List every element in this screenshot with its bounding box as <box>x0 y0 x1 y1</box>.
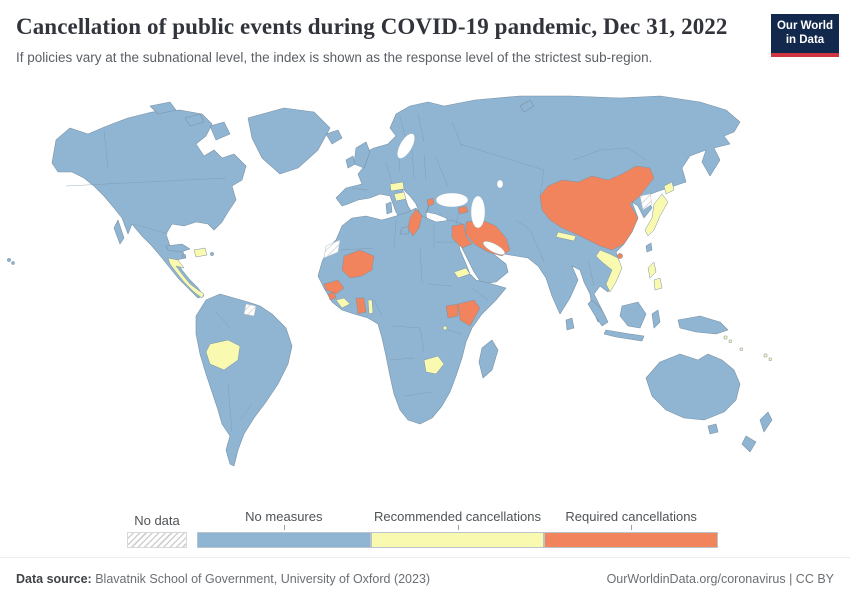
chart-header: Cancellation of public events during COV… <box>0 0 850 88</box>
legend-tick <box>457 525 459 530</box>
country-iceland[interactable] <box>325 129 343 145</box>
region-western-sahara[interactable] <box>323 239 341 259</box>
country-jamaica[interactable] <box>182 254 186 258</box>
country-japan[interactable] <box>644 193 669 237</box>
island-borneo[interactable] <box>619 301 647 329</box>
country-togo[interactable] <box>367 299 374 315</box>
country-uganda[interactable] <box>445 303 459 319</box>
persian-gulf <box>483 241 505 255</box>
country-philippines-south[interactable] <box>653 277 663 291</box>
legend-tick <box>631 525 633 530</box>
legend-label-recommended: Recommended cancellations <box>374 509 541 524</box>
black-sea <box>435 192 469 208</box>
landmass-north-america[interactable] <box>51 109 247 299</box>
data-source-label: Data source: <box>16 572 92 586</box>
landmass-baffin[interactable] <box>209 121 231 141</box>
world-map[interactable] <box>0 88 850 512</box>
country-ireland[interactable] <box>345 155 356 169</box>
country-guyana[interactable] <box>243 303 257 317</box>
country-nepal[interactable] <box>555 231 577 242</box>
landmass-hawaii[interactable] <box>11 261 15 265</box>
country-japan-hokkaido[interactable] <box>663 181 675 195</box>
country-haiti[interactable] <box>193 247 208 258</box>
island-sardinia[interactable] <box>385 201 393 215</box>
country-madagascar[interactable] <box>478 339 499 379</box>
landmass-eurasia[interactable] <box>335 95 741 323</box>
country-kenya[interactable] <box>457 299 481 327</box>
country-fiji[interactable] <box>768 357 772 361</box>
owid-logo-line2: in Data <box>785 34 825 47</box>
country-armenia[interactable] <box>457 205 469 215</box>
baltic-sea <box>397 133 415 159</box>
legend-seg-no-measures[interactable]: No measures <box>197 509 371 548</box>
country-ghana[interactable] <box>355 297 367 315</box>
landmass-arctic-islands[interactable] <box>149 101 177 115</box>
legend-tick <box>283 525 285 530</box>
country-guinea[interactable] <box>323 279 345 295</box>
aral-sea <box>496 179 504 189</box>
country-puerto-rico[interactable] <box>210 252 214 256</box>
data-source: Data source: Blavatnik School of Governm… <box>16 572 430 586</box>
footer-separator: | <box>785 572 796 586</box>
country-new-zealand[interactable] <box>741 435 757 453</box>
island-new-guinea[interactable] <box>677 315 729 335</box>
region-baja-california[interactable] <box>113 219 125 245</box>
island-novaya-zemlya[interactable] <box>519 99 535 113</box>
legend-label-no-measures: No measures <box>245 509 323 524</box>
island-tasmania[interactable] <box>707 423 719 435</box>
island-sicily[interactable] <box>399 225 411 235</box>
country-burundi[interactable] <box>442 325 448 331</box>
footer-links: OurWorldinData.org/coronavirus | CC BY <box>607 572 834 586</box>
country-australia[interactable] <box>645 353 741 421</box>
country-zimbabwe[interactable] <box>423 355 445 375</box>
island-sumatra[interactable] <box>587 299 609 327</box>
country-sri-lanka[interactable] <box>565 317 575 331</box>
country-iraq[interactable] <box>451 223 473 249</box>
country-north-korea[interactable] <box>639 193 653 211</box>
chart-subtitle: If policies vary at the subnational leve… <box>16 50 653 65</box>
island-java[interactable] <box>603 329 645 342</box>
country-solomon-islands[interactable] <box>723 335 728 340</box>
country-north-macedonia[interactable] <box>426 197 435 207</box>
country-bosnia[interactable] <box>393 191 407 202</box>
country-eritrea[interactable] <box>453 267 471 279</box>
island-sulawesi[interactable] <box>651 309 661 329</box>
legend-seg-recommended[interactable]: Recommended cancellations <box>370 509 545 548</box>
region-central-america[interactable] <box>167 257 205 299</box>
country-mali[interactable] <box>341 249 375 279</box>
country-new-zealand[interactable] <box>759 411 773 433</box>
country-vanuatu[interactable] <box>739 347 743 351</box>
legend-color-bar: No measures Recommended cancellations Re… <box>197 509 719 548</box>
map-legend: No data No measures Recommended cancella… <box>0 509 850 553</box>
country-vietnam-laos[interactable] <box>595 249 623 293</box>
caspian-sea <box>470 195 486 229</box>
legend-label-required: Required cancellations <box>565 509 697 524</box>
landmass-hawaii[interactable] <box>7 258 11 262</box>
country-china[interactable] <box>539 165 655 251</box>
legend-no-data-swatch[interactable] <box>127 532 187 548</box>
country-fiji[interactable] <box>763 353 768 358</box>
legend-no-data-label: No data <box>134 513 180 528</box>
country-austria[interactable] <box>389 181 405 192</box>
owid-logo[interactable]: Our World in Data <box>771 14 839 57</box>
country-sierra-leone[interactable] <box>327 291 337 301</box>
country-cuba[interactable] <box>165 243 191 253</box>
landmass-greenland[interactable] <box>247 107 331 175</box>
landmass-south-america[interactable] <box>195 293 293 467</box>
owid-link[interactable]: OurWorldinData.org/coronavirus <box>606 572 786 586</box>
owid-logo-line1: Our World <box>776 20 833 32</box>
country-philippines[interactable] <box>647 261 657 279</box>
chart-footer: Data source: Blavatnik School of Governm… <box>0 557 850 600</box>
landmass-arctic-islands[interactable] <box>184 113 205 127</box>
country-taiwan[interactable] <box>645 242 653 253</box>
data-source-value: Blavatnik School of Government, Universi… <box>91 572 431 586</box>
region-hainan[interactable] <box>617 253 623 259</box>
page-title: Cancellation of public events during COV… <box>16 14 728 39</box>
country-liberia[interactable] <box>335 297 351 309</box>
country-solomon-islands[interactable] <box>728 339 732 343</box>
country-tunisia[interactable] <box>407 208 423 237</box>
legend-seg-required[interactable]: Required cancellations <box>544 509 719 548</box>
country-bolivia[interactable] <box>205 339 241 371</box>
license-link[interactable]: CC BY <box>795 572 834 586</box>
